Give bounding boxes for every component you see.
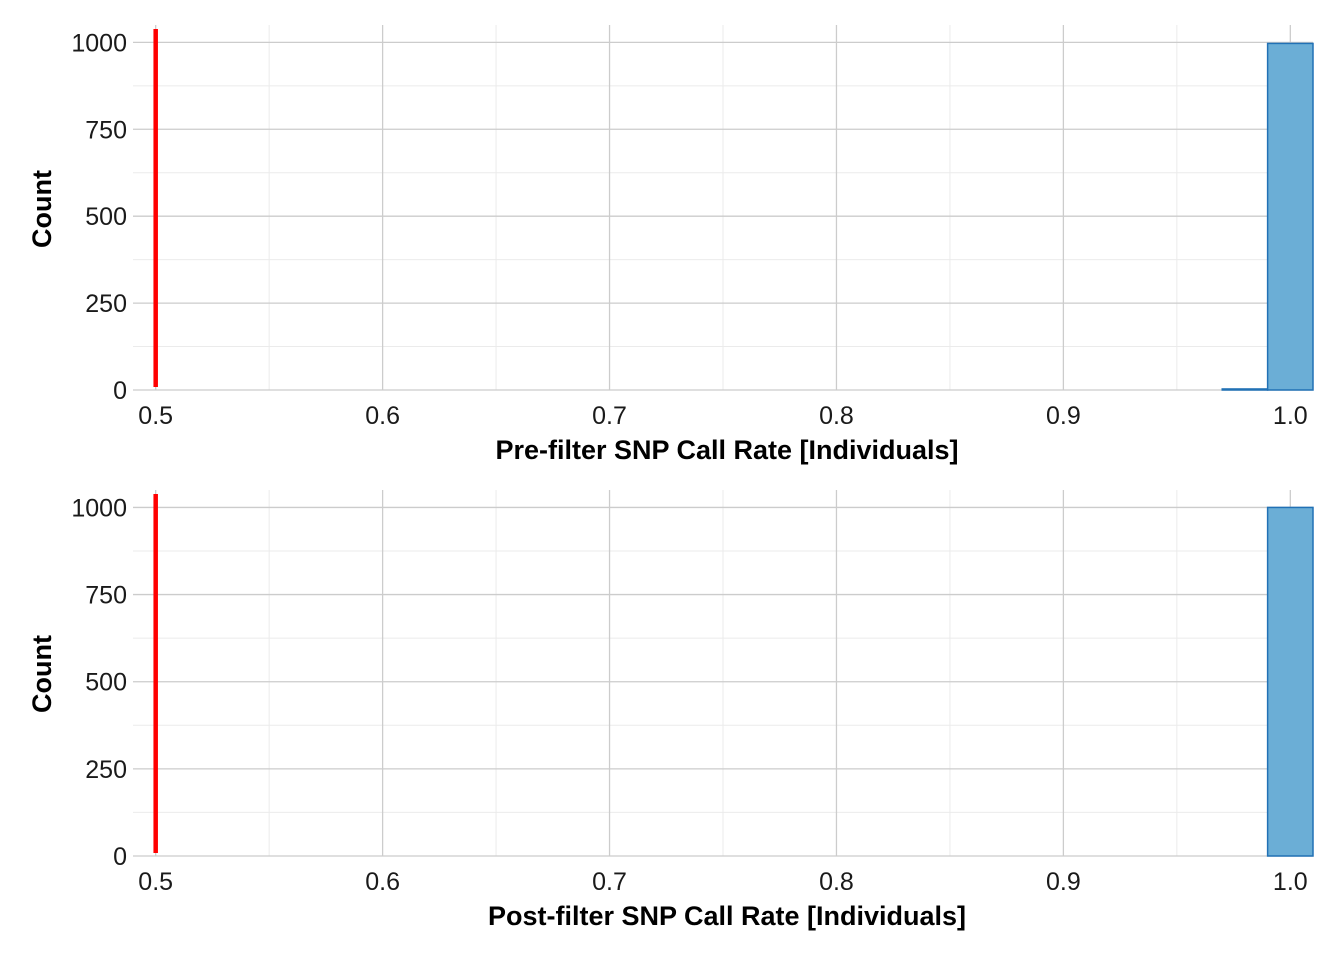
post-filter-y-tick-label: 750 bbox=[85, 582, 127, 610]
pre-filter-x-tick-label: 0.8 bbox=[819, 402, 854, 430]
post-filter-histogram-panel: 0.5 0.6 0.7 0.8 0.9 1.0 0 250 500 750 1000 Post-f… bbox=[27, 490, 1314, 931]
post-filter-y-axis-title: Count bbox=[27, 635, 57, 713]
pre-filter-x-axis-title: Pre-filter SNP Call Rate [Individuals] bbox=[495, 435, 958, 465]
pre-filter-x-tick-label: 0.5 bbox=[138, 402, 173, 430]
pre-filter-x-ticks: 0.5 0.6 0.7 0.8 0.9 1.0 bbox=[138, 402, 1307, 430]
pre-filter-bars bbox=[1221, 42, 1314, 391]
pre-filter-bar-25 bbox=[1266, 42, 1314, 391]
pre-filter-y-tick-label: 500 bbox=[85, 203, 127, 231]
pre-filter-bar-24 bbox=[1221, 388, 1269, 391]
post-filter-y-tick-label: 1000 bbox=[71, 494, 127, 522]
pre-filter-y-axis-title: Count bbox=[27, 170, 57, 248]
pre-filter-y-tick-label: 1000 bbox=[71, 29, 127, 57]
post-filter-x-tick-label: 0.5 bbox=[138, 868, 173, 896]
pre-filter-y-tick-label: 750 bbox=[85, 116, 127, 144]
post-filter-x-axis-title: Post-filter SNP Call Rate [Individuals] bbox=[488, 901, 966, 931]
pre-filter-x-tick-label: 0.7 bbox=[592, 402, 627, 430]
post-filter-y-tick-label: 250 bbox=[85, 756, 127, 784]
pre-filter-x-tick-label: 0.6 bbox=[365, 402, 400, 430]
pre-filter-x-tick-label: 0.9 bbox=[1046, 402, 1081, 430]
pre-filter-gridlines bbox=[133, 25, 1313, 391]
post-filter-bar-25 bbox=[1266, 506, 1314, 857]
post-filter-y-ticks: 0 250 500 750 1000 bbox=[71, 494, 127, 871]
post-filter-x-tick-label: 0.6 bbox=[365, 868, 400, 896]
post-filter-y-tick-label: 500 bbox=[85, 669, 127, 697]
post-filter-x-tick-label: 0.8 bbox=[819, 868, 854, 896]
post-filter-x-tick-label: 1.0 bbox=[1273, 868, 1308, 896]
post-filter-gridlines bbox=[133, 490, 1313, 857]
post-filter-x-ticks: 0.5 0.6 0.7 0.8 0.9 1.0 bbox=[138, 868, 1307, 896]
post-filter-bars bbox=[1266, 506, 1314, 857]
pre-filter-histogram-panel: 0.5 0.6 0.7 0.8 0.9 1.0 0 250 500 750 1000 Pre-fi… bbox=[27, 25, 1314, 465]
pre-filter-y-ticks: 0 250 500 750 1000 bbox=[71, 29, 127, 405]
post-filter-x-tick-label: 0.9 bbox=[1046, 868, 1081, 896]
pre-filter-x-tick-label: 1.0 bbox=[1273, 402, 1308, 430]
post-filter-y-tick-label: 0 bbox=[113, 843, 127, 871]
pre-filter-y-tick-label: 0 bbox=[113, 377, 127, 405]
pre-filter-y-tick-label: 250 bbox=[85, 290, 127, 318]
post-filter-x-tick-label: 0.7 bbox=[592, 868, 627, 896]
